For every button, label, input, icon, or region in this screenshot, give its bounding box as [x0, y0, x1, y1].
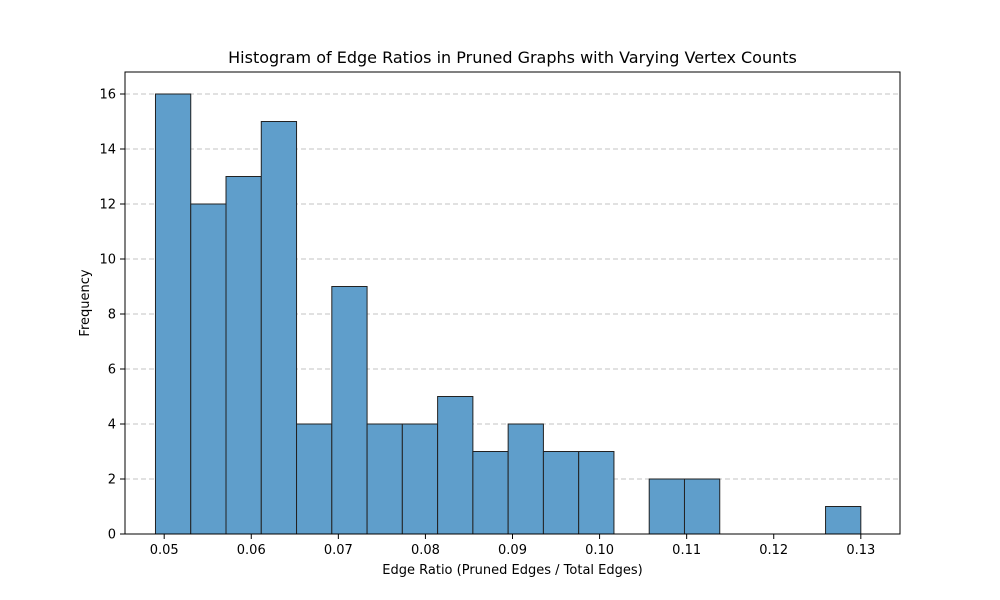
x-tick-label: 0.12 [759, 543, 788, 558]
histogram-bar [401, 423, 439, 535]
y-tick-label: 10 [99, 253, 116, 268]
histogram-bar [648, 478, 685, 535]
y-tick-label: 14 [99, 143, 116, 158]
x-tick-label: 0.07 [324, 543, 353, 558]
histogram-bar [472, 451, 509, 535]
x-tick-label: 0.10 [585, 543, 614, 558]
histogram-bar [507, 423, 544, 535]
histogram-bar [331, 286, 368, 535]
x-tick-label: 0.09 [498, 543, 527, 558]
x-axis-label: Edge Ratio (Pruned Edges / Total Edges) [382, 563, 642, 578]
y-tick-label: 6 [108, 363, 116, 378]
x-tick-label: 0.06 [237, 543, 266, 558]
y-tick-label: 12 [99, 198, 116, 213]
histogram-bar [437, 396, 474, 535]
histogram-bar [825, 506, 862, 535]
x-tick-label: 0.08 [411, 543, 440, 558]
chart-title: Histogram of Edge Ratios in Pruned Graph… [228, 48, 797, 67]
histogram-bar [190, 203, 227, 535]
histogram-bar [542, 451, 580, 535]
y-axis-ticks: 0 2 4 6 8 10 12 14 16 [99, 88, 125, 543]
y-tick-label: 0 [108, 528, 116, 543]
y-tick-label: 16 [99, 88, 116, 103]
y-tick-label: 2 [108, 473, 116, 488]
y-axis-label: Frequency [78, 269, 93, 336]
y-tick-label: 8 [108, 308, 116, 323]
x-axis-ticks: 0.05 0.06 0.07 0.08 0.09 0.10 0.11 0.12 0.13 [150, 534, 875, 558]
histogram-bar [225, 176, 262, 535]
x-tick-label: 0.13 [846, 543, 875, 558]
histogram-bar [260, 121, 298, 535]
histogram-bar [366, 423, 403, 535]
x-tick-label: 0.11 [672, 543, 701, 558]
x-tick-label: 0.05 [150, 543, 179, 558]
histogram-bar [154, 93, 192, 535]
histogram-bar [683, 478, 721, 535]
histogram-bar [296, 423, 333, 535]
histogram-bar [578, 451, 615, 535]
y-tick-label: 4 [108, 418, 116, 433]
